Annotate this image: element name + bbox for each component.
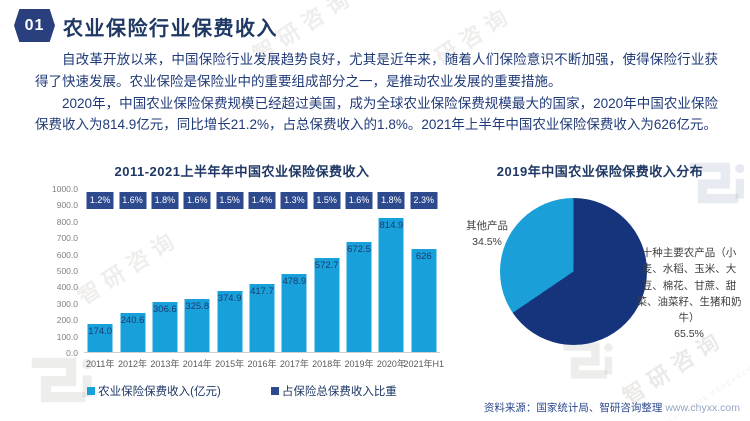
y-axis: 1000.0 900.0 800.0 700.0 600.0 500.0 400.0 300.… — [38, 184, 78, 358]
pct-share-label: 2.3% — [410, 192, 438, 209]
x-axis-label: 2015年 — [215, 359, 245, 369]
y-axis-tick: 200.0 — [56, 315, 78, 326]
bar-value-label: 240.6 — [120, 314, 145, 326]
bar-slot: 1.4% 417.7 2016年 — [246, 189, 278, 369]
legend-swatch-icon — [270, 387, 279, 395]
bar-slot: 2.3% 626 2021年H1 — [404, 189, 444, 369]
x-axis-label: 2016年 — [247, 359, 277, 369]
chart-legend: 农业保险保费收入(亿元) 占保险总保费收入比重 — [38, 383, 446, 399]
source-line: 资料来源：国家统计局、智研咨询整理 www.chyxx.com — [484, 400, 740, 415]
premium-bar: 325.8 — [184, 298, 210, 352]
premium-bar: 374.9 — [217, 290, 243, 352]
plot-area: 1.2% 174.0 2011年 1.6% 240.6 2012年 1.8% 306.6 201… — [84, 189, 444, 369]
y-axis-tick: 100.0 — [56, 331, 78, 342]
x-axis-label: 2018年 — [312, 359, 342, 369]
pie-label-other: 其他产品 34.5% — [454, 218, 520, 251]
premium-bar: 814.9 — [378, 218, 404, 352]
pct-share-label: 1.8% — [377, 192, 405, 209]
bar-value-label: 174.0 — [88, 325, 113, 337]
y-axis-tick: 500.0 — [56, 266, 78, 276]
y-axis-tick: 300.0 — [56, 298, 78, 309]
x-axis-label: 2020年 — [376, 359, 406, 369]
pct-share-label: 1.6% — [345, 192, 373, 209]
premium-bar: 572.7 — [314, 258, 340, 352]
bar-slot: 1.8% 814.9 2020年 — [375, 189, 407, 369]
bar-slot: 1.2% 174.0 2011年 — [84, 189, 116, 369]
intro-paragraph-1: 自改革开放以来，中国保险行业发展趋势良好，尤其是近年来，随着人们保险意识不断加强… — [35, 52, 718, 89]
pct-share-label: 1.8% — [151, 192, 179, 209]
pie-slice-pct: 34.5% — [472, 236, 502, 249]
pct-share-label: 1.4% — [248, 192, 276, 209]
legend-item: 农业保险保费收入(亿元) — [87, 383, 221, 399]
bar-chart: 2011-2021上半年年中国农业保险保费收入 1000.0 900.0 800.0… — [38, 161, 446, 401]
legend-item: 占保险总保费收入比重 — [270, 383, 397, 399]
bar-slot: 1.5% 374.9 2015年 — [213, 189, 245, 369]
y-axis-tick: 0.0 — [66, 348, 78, 358]
bar-value-label: 374.9 — [217, 292, 242, 304]
pct-share-label: 1.5% — [216, 192, 244, 209]
bar-slot: 1.6% 672.5 2019年 — [343, 189, 375, 369]
x-axis-label: 2019年 — [344, 359, 374, 369]
bar-slot: 1.5% 572.7 2018年 — [311, 189, 343, 369]
pct-share-label: 1.5% — [313, 192, 341, 209]
x-axis-label: 2021年H1 — [403, 359, 445, 369]
bar-value-label: 672.5 — [347, 243, 371, 255]
bar-slot: 1.8% 306.6 2013年 — [149, 189, 181, 369]
bar-value-label: 478.9 — [282, 275, 307, 287]
y-axis-tick: 400.0 — [56, 282, 78, 293]
bar-value-label: 325.8 — [185, 300, 210, 312]
legend-label: 农业保险保费收入(亿元) — [98, 386, 221, 398]
pie-slice-pct: 65.5% — [674, 328, 704, 341]
source-label: 资料来源：国家统计局、智研咨询整理 — [483, 402, 663, 414]
x-axis-label: 2017年 — [279, 359, 309, 369]
premium-bar: 174.0 — [87, 323, 113, 352]
legend-label: 占保险总保费收入比重 — [281, 386, 397, 398]
bar-value-label: 417.7 — [250, 285, 274, 297]
premium-bar: 306.6 — [152, 301, 178, 352]
y-axis-tick: 600.0 — [56, 249, 78, 260]
y-axis-tick: 1000.0 — [52, 184, 78, 194]
bar-slot: 1.3% 478.9 2017年 — [278, 189, 310, 369]
pct-share-label: 1.2% — [86, 192, 114, 209]
x-axis-label: 2014年 — [182, 359, 212, 369]
premium-bar: 672.5 — [346, 241, 372, 352]
pie-slice-name: 其他产品 — [466, 220, 508, 232]
intro-text: 自改革开放以来，中国保险行业发展趋势良好，尤其是近年来，随着人们保险意识不断加强… — [35, 49, 718, 136]
source-url-link[interactable]: www.chyxx.com — [665, 402, 740, 414]
intro-paragraph-2: 2020年，中国农业保险保费规模已经超过美国，成为全球农业保险保费规模最大的国家… — [35, 95, 718, 133]
x-axis-label: 2013年 — [150, 359, 180, 369]
bar-value-label: 572.7 — [314, 260, 339, 272]
bar-slot: 1.6% 325.8 2014年 — [181, 189, 213, 369]
page-title: 农业保险行业保费收入 — [63, 18, 278, 40]
premium-bar: 417.7 — [249, 283, 275, 352]
legend-swatch-icon — [87, 387, 96, 395]
y-axis-tick: 800.0 — [56, 216, 78, 227]
bar-chart-title: 2011-2021上半年年中国农业保险保费收入 — [114, 164, 370, 179]
bar-value-label: 814.9 — [379, 220, 404, 232]
premium-bar: 240.6 — [120, 312, 146, 352]
pct-share-label: 1.6% — [183, 192, 211, 209]
pie-graphic — [500, 198, 647, 345]
section-number-badge: 01 — [14, 9, 55, 42]
bar-chart-plot: 1000.0 900.0 800.0 700.0 600.0 500.0 400.0 300.… — [38, 161, 446, 401]
pct-share-label: 1.6% — [119, 192, 147, 209]
x-axis-label: 2012年 — [118, 359, 148, 369]
pie-label-main: 十种主要农产品（小麦、水稻、玉米、大豆、棉花、甘蔗、甜菜、油菜籽、生猪和奶牛） … — [634, 245, 744, 343]
pie-slice-name: 十种主要农产品（小麦、水稻、玉米、大豆、棉花、甘蔗、甜菜、油菜籽、生猪和奶牛） — [636, 247, 742, 325]
premium-bar: 626 — [411, 249, 437, 352]
y-axis-tick: 700.0 — [56, 233, 78, 244]
pct-share-label: 1.3% — [280, 192, 308, 209]
pie-chart: 2019年中国农业保险保费收入分布 其他产品 34.5% 十种主要农产品（小麦、… — [452, 161, 748, 401]
bar-slot: 1.6% 240.6 2012年 — [116, 189, 148, 369]
y-axis-tick: 900.0 — [56, 200, 78, 211]
x-axis-label: 2011年 — [85, 359, 115, 369]
bar-value-label: 306.6 — [153, 303, 177, 315]
pie-chart-title: 2019年中国农业保险保费收入分布 — [496, 164, 704, 179]
bar-value-label: 626 — [415, 251, 432, 263]
premium-bar: 478.9 — [281, 273, 307, 352]
